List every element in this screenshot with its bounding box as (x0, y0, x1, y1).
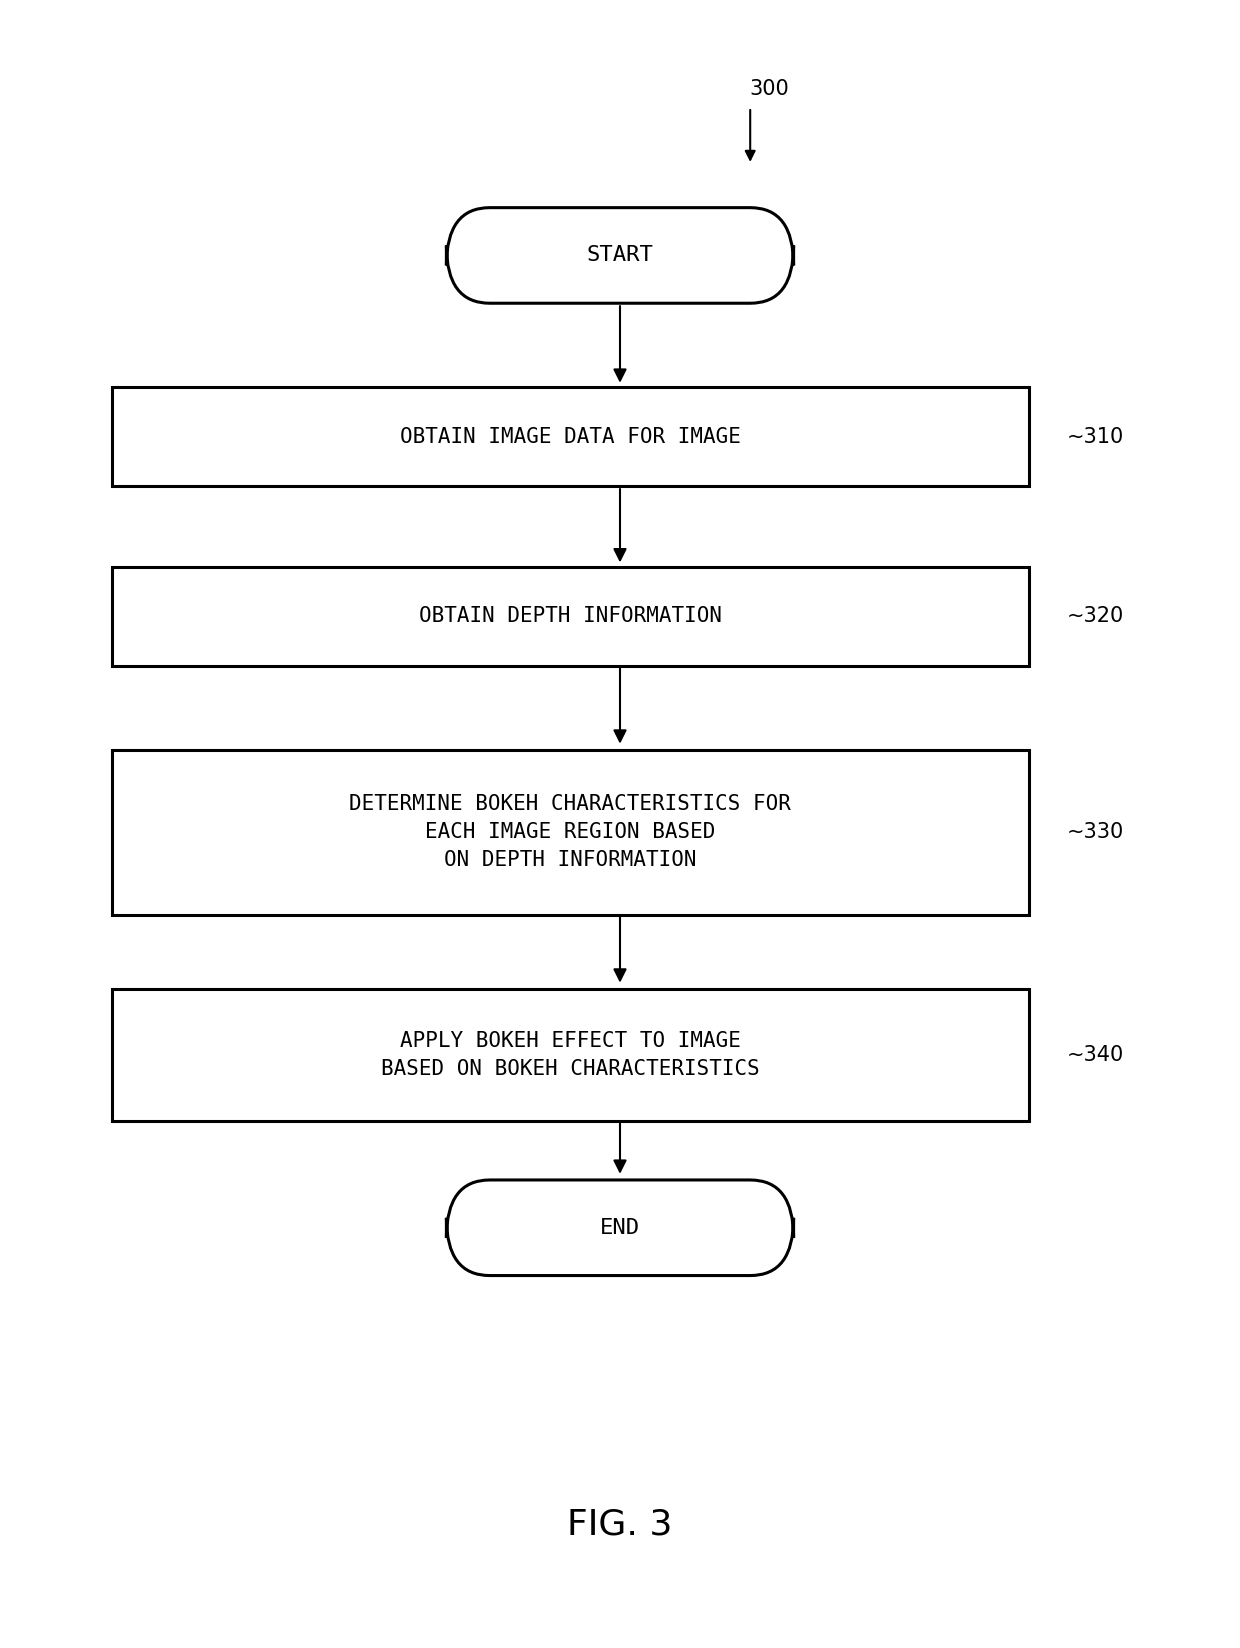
Text: END: END (600, 1218, 640, 1238)
Text: OBTAIN DEPTH INFORMATION: OBTAIN DEPTH INFORMATION (419, 606, 722, 626)
Text: APPLY BOKEH EFFECT TO IMAGE
BASED ON BOKEH CHARACTERISTICS: APPLY BOKEH EFFECT TO IMAGE BASED ON BOK… (381, 1030, 760, 1079)
Text: FIG. 3: FIG. 3 (568, 1508, 672, 1541)
Text: 300: 300 (749, 79, 789, 99)
Text: ~310: ~310 (1066, 427, 1123, 447)
Text: START: START (587, 246, 653, 265)
Text: ~320: ~320 (1066, 606, 1123, 626)
FancyBboxPatch shape (112, 750, 1029, 915)
FancyBboxPatch shape (112, 989, 1029, 1121)
FancyBboxPatch shape (112, 567, 1029, 666)
Text: OBTAIN IMAGE DATA FOR IMAGE: OBTAIN IMAGE DATA FOR IMAGE (401, 427, 740, 447)
Text: ~330: ~330 (1066, 822, 1123, 842)
Text: DETERMINE BOKEH CHARACTERISTICS FOR
EACH IMAGE REGION BASED
ON DEPTH INFORMATION: DETERMINE BOKEH CHARACTERISTICS FOR EACH… (350, 794, 791, 870)
FancyBboxPatch shape (446, 1180, 794, 1276)
FancyBboxPatch shape (446, 208, 794, 303)
FancyBboxPatch shape (112, 387, 1029, 486)
Text: ~340: ~340 (1066, 1045, 1123, 1065)
